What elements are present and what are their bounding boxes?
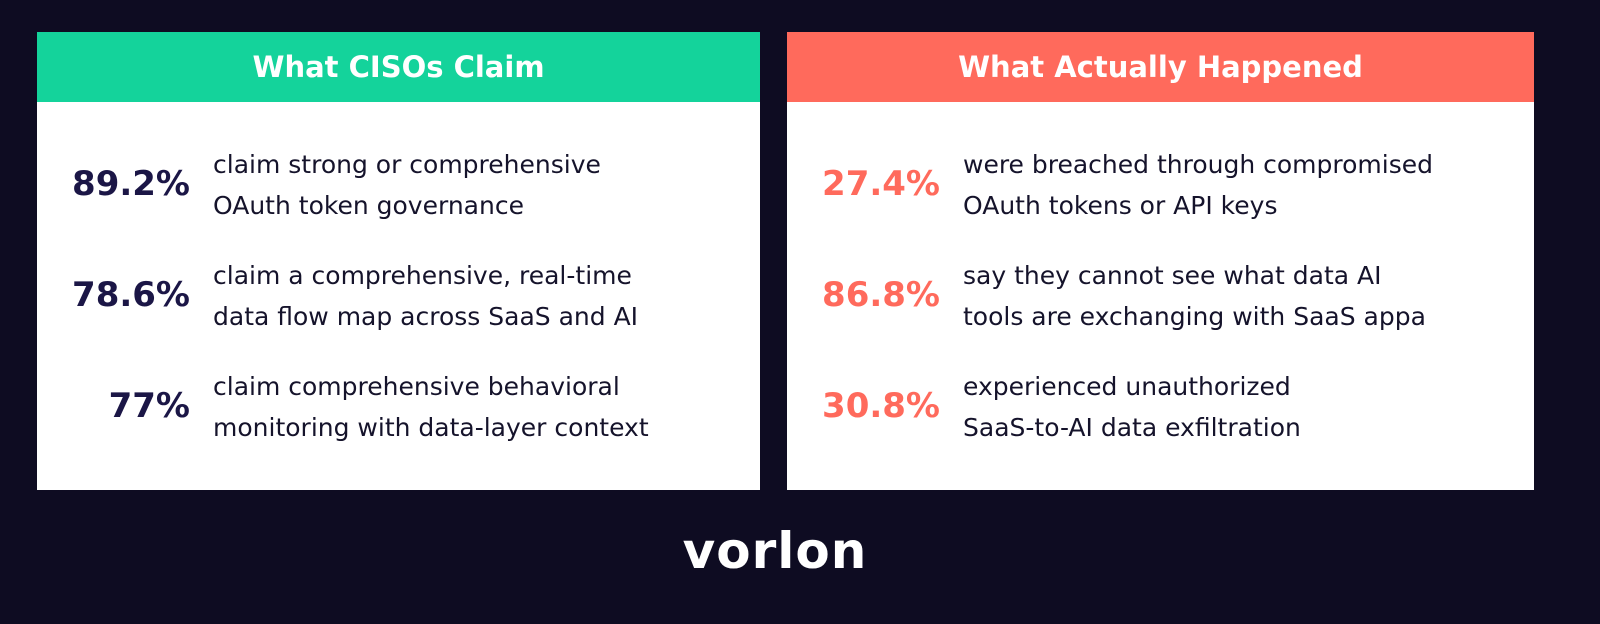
stat-description: were breached through compromised OAuth t… [963,144,1433,226]
text-line: monitoring with data-layer context [213,413,649,442]
panel-title: What Actually Happened [787,32,1534,102]
panel: What Actually Happened 27.4% were breached… [787,32,1534,490]
text-line: claim a comprehensive, real-time [213,261,632,290]
stat: 30.8% [822,386,940,426]
stat: 78.6% [72,275,190,315]
text-line: say they cannot see what data AI [963,261,1382,290]
panel-title: What CISOs Claim [37,32,760,102]
text-line: tools are exchanging with SaaS appa [963,302,1426,331]
text-line: claim comprehensive behavioral [213,372,620,401]
text-line: data flow map across SaaS and AI [213,302,639,331]
stat-description: claim a comprehensive, real-time data flo… [213,255,638,337]
text-line: OAuth token governance [213,191,524,220]
stat: 77% [108,386,190,426]
logo: vorlon [682,522,868,580]
text-line: claim strong or comprehensive [213,150,601,179]
stat-description: experienced unauthorized SaaS-to-AI data … [963,366,1301,448]
panel: What CISOs Claim 89.2% claim strong or com… [37,32,760,490]
text-line: experienced unauthorized [963,372,1291,401]
stat: 86.8% [822,275,940,315]
text-line: were breached through compromised [963,150,1434,179]
stat-description: claim comprehensive behavioral monitoring… [213,366,649,448]
stat-description: say they cannot see what data AI tools ar… [963,255,1426,337]
stat: 27.4% [822,164,940,204]
text-line: OAuth tokens or API keys [963,191,1278,220]
text-line: SaaS-to-AI data exfiltration [963,413,1301,442]
stat: 89.2% [72,164,190,204]
stat-description: claim strong or comprehensive OAuth token… [213,144,601,226]
